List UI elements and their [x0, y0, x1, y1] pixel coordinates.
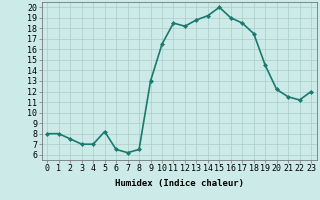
X-axis label: Humidex (Indice chaleur): Humidex (Indice chaleur): [115, 179, 244, 188]
